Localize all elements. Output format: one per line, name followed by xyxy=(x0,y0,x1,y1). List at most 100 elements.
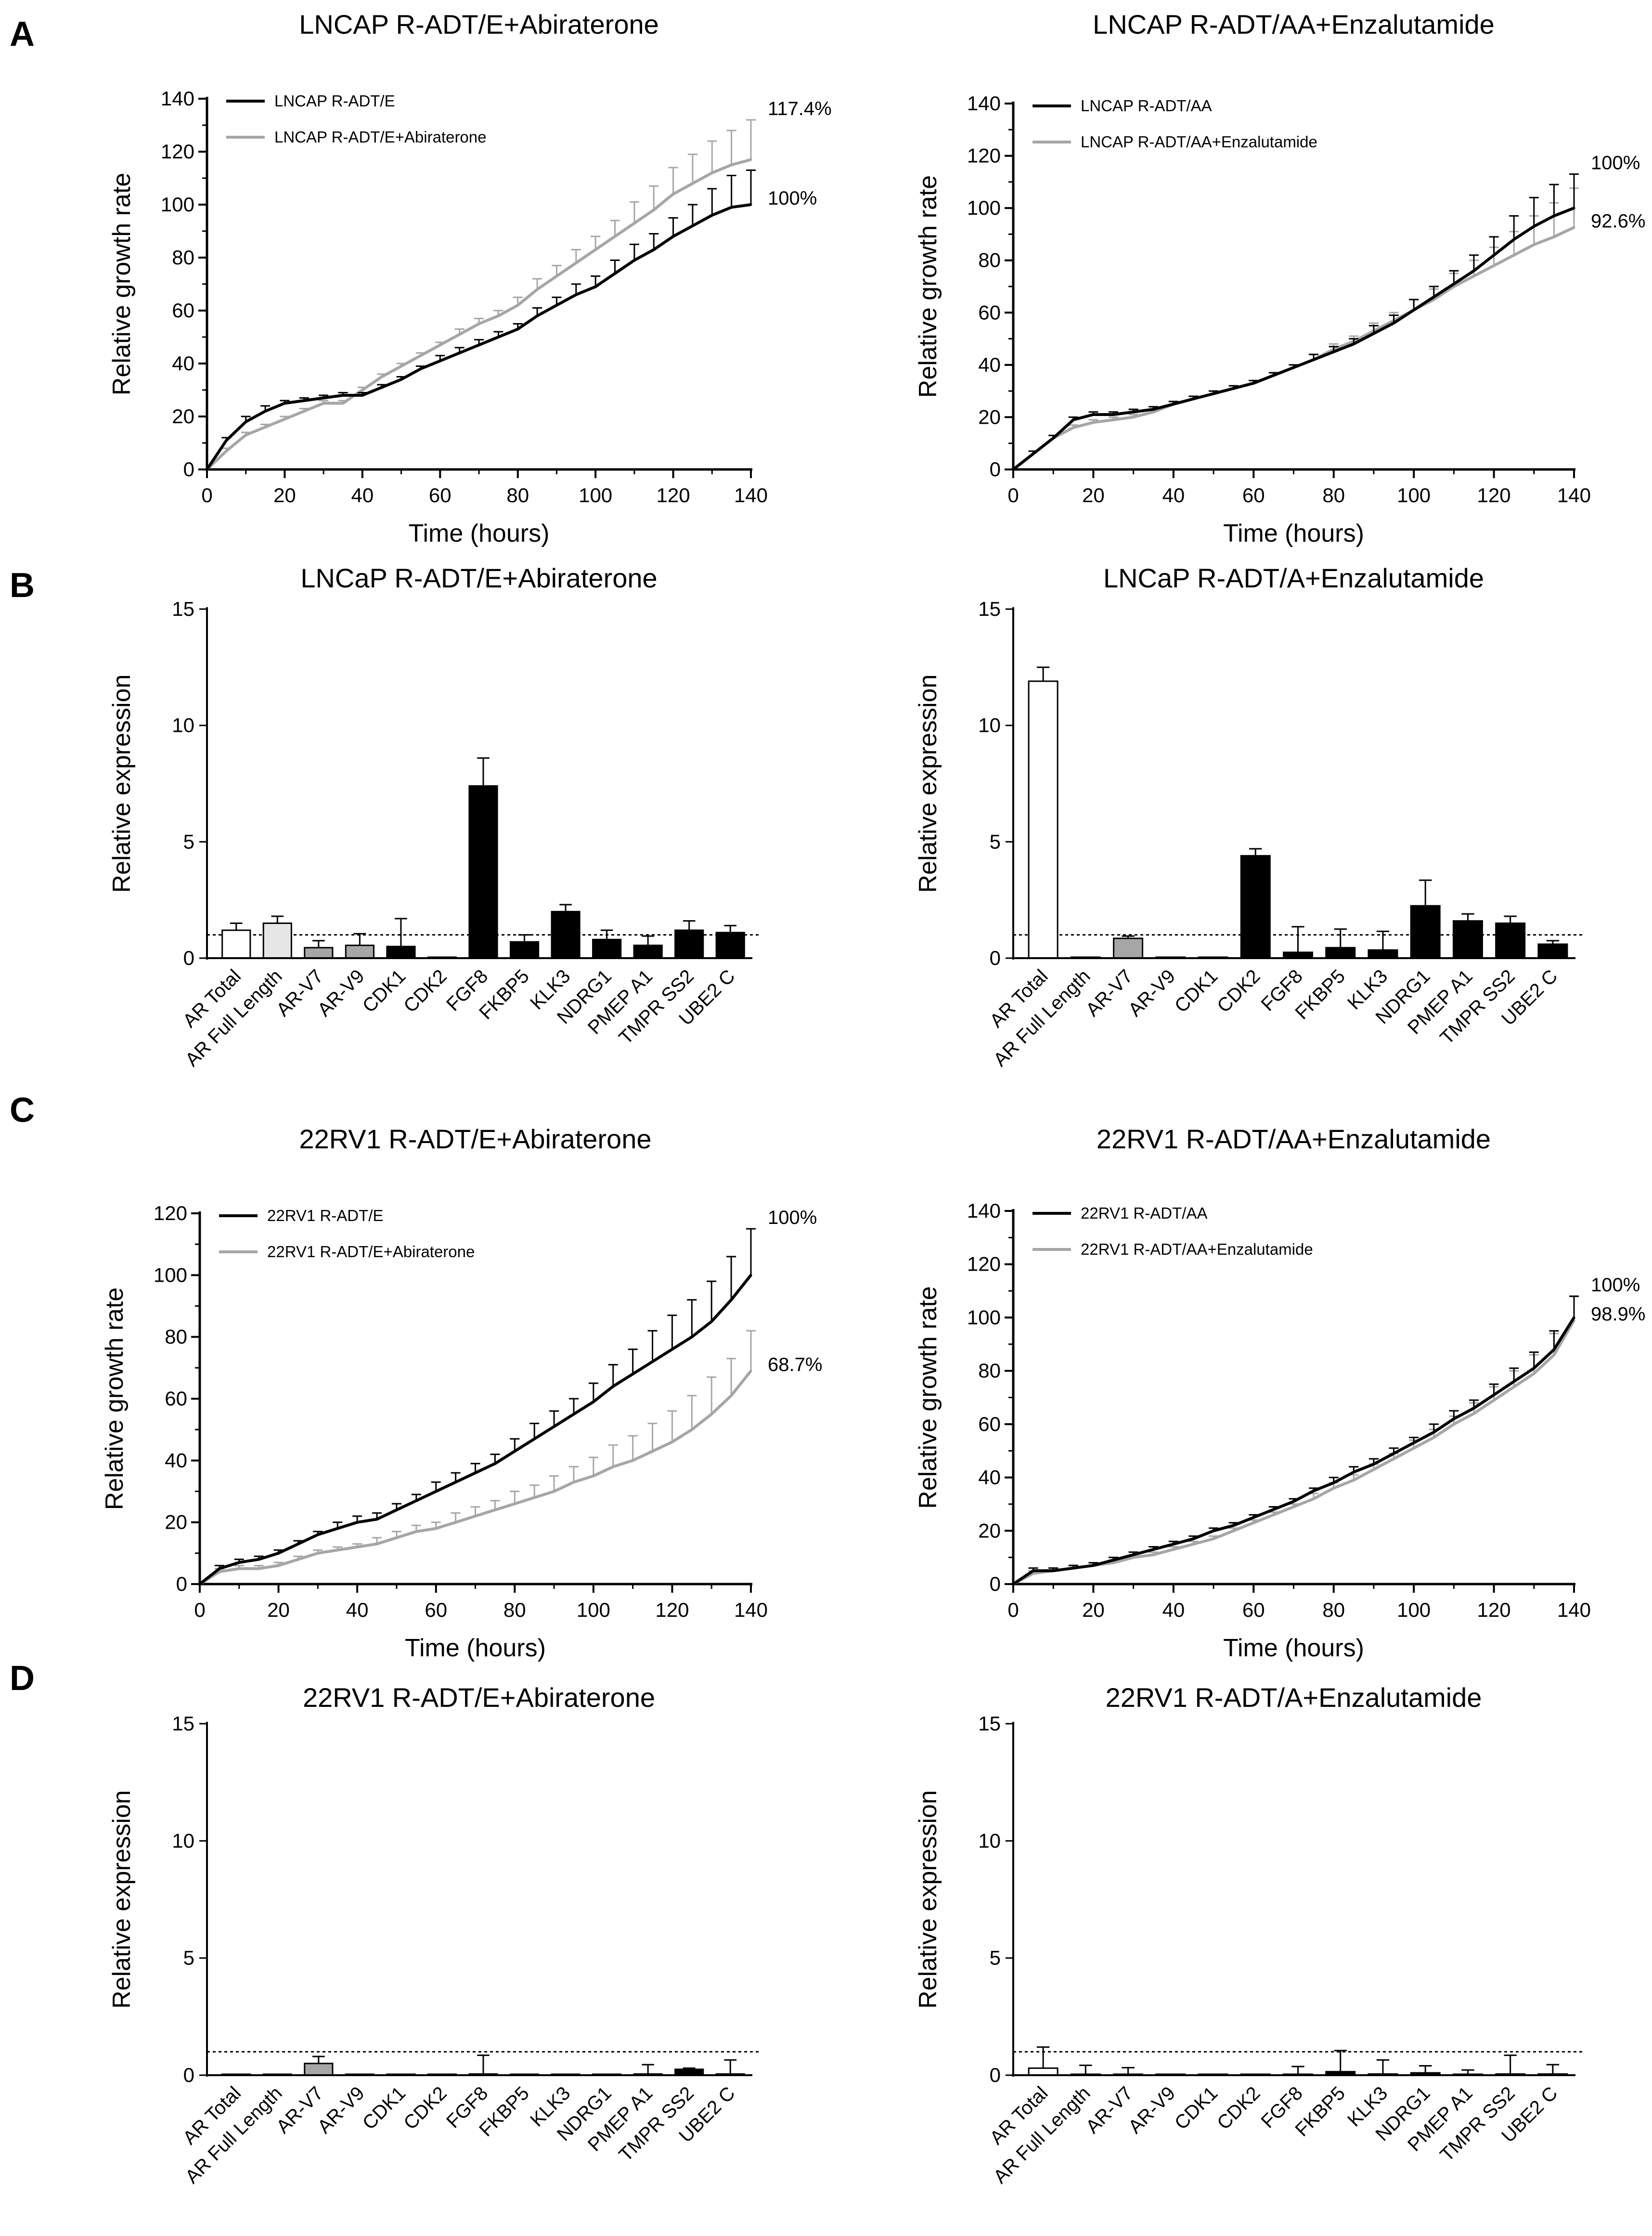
category-label: CDK1 xyxy=(1171,2082,1222,2134)
data-point xyxy=(594,248,597,251)
bar xyxy=(1028,2067,1058,2076)
data-point xyxy=(533,1437,536,1440)
data-point xyxy=(1312,1497,1315,1500)
data-point xyxy=(316,1533,319,1536)
data-point xyxy=(1112,418,1115,421)
data-point xyxy=(1052,437,1055,440)
y-tick-label: 40 xyxy=(165,1449,187,1471)
chart-1: LNCAP R-ADT/E+Abiraterone 0 20 40 60 80 100 120… xyxy=(108,9,832,547)
y-tick-label: 20 xyxy=(978,405,1001,428)
y-tick-label: 5 xyxy=(183,1947,194,1969)
category-label: CDK1 xyxy=(359,965,410,1017)
y-tick-label: 140 xyxy=(161,87,194,110)
data-point xyxy=(633,222,636,224)
y-tick-label: 120 xyxy=(154,1202,187,1224)
data-point xyxy=(1332,1482,1335,1484)
data-point xyxy=(730,1394,733,1397)
legend-label: 22RV1 R-ADT/E+Abiraterone xyxy=(267,1243,475,1261)
data-point xyxy=(1533,243,1536,246)
y-tick-label: 100 xyxy=(967,1306,1001,1328)
bar xyxy=(262,923,292,959)
data-point xyxy=(361,394,364,397)
data-point xyxy=(533,1496,536,1499)
data-point xyxy=(206,468,208,471)
data-point xyxy=(1132,411,1135,414)
bar xyxy=(1240,855,1271,959)
category-label: CDK1 xyxy=(1171,965,1222,1017)
data-point xyxy=(572,1481,575,1483)
y-tick-label: 0 xyxy=(183,458,194,481)
data-point xyxy=(612,1465,615,1468)
y-tick-label: 40 xyxy=(978,353,1001,376)
panel-letter-a: A xyxy=(10,15,35,53)
data-point xyxy=(1032,452,1035,455)
legend-label: 22RV1 R-ADT/E xyxy=(267,1207,383,1224)
bar xyxy=(674,929,704,959)
data-point xyxy=(415,1530,418,1533)
bar xyxy=(715,932,745,959)
y-tick-label: 15 xyxy=(978,598,1001,620)
x-tick-label: 140 xyxy=(734,484,768,507)
end-label: 100% xyxy=(768,1207,817,1228)
category-label: CDK1 xyxy=(359,2082,410,2134)
bar xyxy=(1537,943,1568,959)
data-point xyxy=(749,203,752,206)
data-point xyxy=(710,214,713,217)
y-axis-label: Relative growth rate xyxy=(108,173,136,395)
data-point xyxy=(277,1564,280,1567)
data-point xyxy=(1232,1524,1235,1527)
data-point xyxy=(572,1413,575,1416)
data-point xyxy=(671,1441,673,1443)
data-point xyxy=(1072,418,1075,421)
bar xyxy=(1368,949,1398,959)
data-point xyxy=(730,206,733,208)
data-point xyxy=(258,1558,260,1561)
data-point xyxy=(1493,1393,1496,1396)
x-tick-label: 140 xyxy=(734,1599,768,1621)
data-point xyxy=(516,328,519,330)
data-point xyxy=(1512,1385,1515,1388)
data-point xyxy=(1533,1367,1536,1370)
data-point xyxy=(1112,413,1115,416)
data-point xyxy=(218,1567,221,1570)
data-point xyxy=(749,1274,752,1276)
y-tick-label: 0 xyxy=(990,947,1001,969)
data-point xyxy=(1493,1399,1496,1402)
x-tick-label: 0 xyxy=(1007,484,1019,507)
data-point xyxy=(1152,1553,1155,1556)
bar xyxy=(1452,920,1483,959)
bar xyxy=(468,785,498,959)
data-point xyxy=(198,1583,201,1586)
panel-letter-d: D xyxy=(10,1659,35,1698)
data-point xyxy=(1032,1569,1035,1572)
end-label: 98.9% xyxy=(1591,1304,1645,1325)
data-point xyxy=(356,1546,359,1548)
data-point xyxy=(435,1527,438,1530)
y-tick-label: 0 xyxy=(990,1573,1001,1595)
y-axis-label: Relative growth rate xyxy=(101,1287,129,1510)
y-tick-label: 100 xyxy=(154,1263,187,1286)
y-tick-label: 15 xyxy=(172,598,194,620)
bar xyxy=(1113,937,1144,959)
category-label: AR-V9 xyxy=(313,2082,368,2137)
y-tick-label: 10 xyxy=(172,1829,194,1852)
data-point xyxy=(1372,1463,1375,1466)
x-tick-label: 0 xyxy=(1007,1599,1019,1621)
data-point xyxy=(458,351,461,354)
x-tick-label: 20 xyxy=(267,1599,290,1621)
y-axis-label: Relative expression xyxy=(108,1790,136,2009)
data-point xyxy=(336,1548,339,1551)
data-point xyxy=(1052,1569,1055,1572)
data-point xyxy=(264,426,267,429)
series-1 xyxy=(1012,1295,1579,1586)
data-point xyxy=(536,288,539,291)
data-point xyxy=(1192,1543,1195,1546)
data-point xyxy=(1132,416,1135,418)
data-point xyxy=(1232,387,1235,390)
data-point xyxy=(1332,1487,1335,1490)
bar xyxy=(592,938,622,959)
x-tick-label: 120 xyxy=(655,1599,689,1621)
data-point xyxy=(749,1369,752,1372)
